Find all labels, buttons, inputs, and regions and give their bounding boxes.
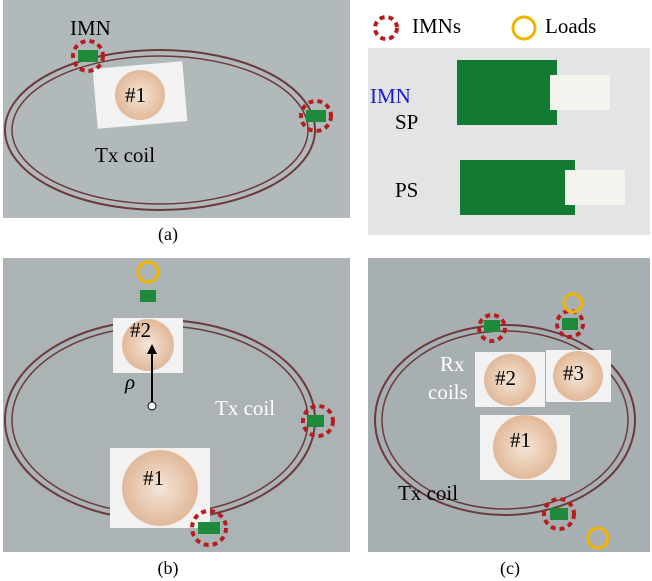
label: #2 [130, 318, 151, 342]
panel-b: #2 ρ Tx coil #1 (b) [3, 258, 350, 579]
pcb [306, 110, 326, 122]
pcb [460, 160, 575, 215]
pcb [562, 318, 578, 330]
label: ρ [124, 370, 135, 394]
label: PS [395, 178, 418, 202]
label: Tx coil [215, 396, 275, 420]
label: Tx coil [398, 481, 458, 505]
label: IMN [370, 84, 411, 108]
pcb [140, 290, 156, 302]
panel-a: IMN #1 Tx coil (a) [3, 0, 350, 245]
label: Rx [440, 352, 465, 376]
pcb [198, 522, 220, 534]
label: #1 [510, 428, 531, 452]
connector [565, 170, 625, 205]
page: IMN #1 Tx coil (a) IMNs Loads IMN SP PS [0, 0, 652, 581]
label: SP [395, 110, 418, 134]
legend-load-marker [513, 17, 535, 39]
figure: IMN #1 Tx coil (a) IMNs Loads IMN SP PS [0, 0, 652, 581]
panel-imn: IMN SP PS [368, 48, 650, 235]
label: #2 [495, 366, 516, 390]
panel-c: Rx coils #2 #3 #1 Tx coil (c) [368, 258, 650, 579]
pcb [550, 508, 568, 520]
legend-label: Loads [545, 14, 596, 38]
label: coils [428, 380, 468, 404]
label: Tx coil [95, 143, 155, 167]
label: #3 [563, 361, 584, 385]
legend: IMNs Loads [375, 14, 596, 39]
pcb [308, 415, 324, 427]
caption: (b) [158, 558, 179, 579]
pcb [457, 60, 557, 125]
label: #1 [125, 83, 146, 107]
center-dot [148, 402, 156, 410]
caption: (a) [158, 224, 178, 245]
connector [550, 75, 610, 110]
pcb [78, 50, 98, 62]
label: IMN [70, 16, 111, 40]
label: #1 [143, 466, 164, 490]
pcb [484, 320, 500, 332]
caption: (c) [500, 558, 520, 579]
legend-label: IMNs [412, 14, 461, 38]
legend-imn-marker [375, 17, 397, 39]
